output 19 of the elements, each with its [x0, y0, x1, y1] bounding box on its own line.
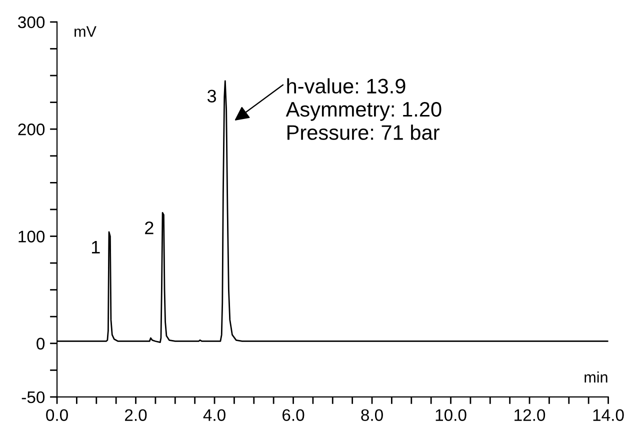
- x-tick-label: 14.0: [593, 409, 624, 421]
- y-tick-label: 100: [18, 230, 45, 242]
- y-tick-label: 300: [18, 16, 45, 28]
- y-axis-title: mV: [74, 26, 96, 37]
- annotation: h-value: 13.9 Asymmetry: 1.20 Pressure: 71 bar: [286, 78, 442, 140]
- y-tick-label: 200: [18, 124, 45, 136]
- y-tick-label: -50: [22, 391, 45, 404]
- x-tick-label: 12.0: [514, 409, 546, 421]
- x-tick-label: 2.0: [125, 409, 147, 421]
- y-tick-label: 0: [36, 338, 45, 350]
- x-tick-label: 0.0: [46, 409, 68, 421]
- x-tick-label: 4.0: [203, 409, 226, 421]
- annotation: 3: [207, 90, 216, 102]
- x-tick-label: 6.0: [282, 409, 304, 421]
- x-axis-title: min: [584, 371, 608, 383]
- annotation: 1: [92, 240, 100, 254]
- x-tick-label: 10.0: [436, 409, 466, 421]
- annotation: 2: [145, 221, 154, 234]
- x-tick-label: 8.0: [361, 409, 383, 421]
